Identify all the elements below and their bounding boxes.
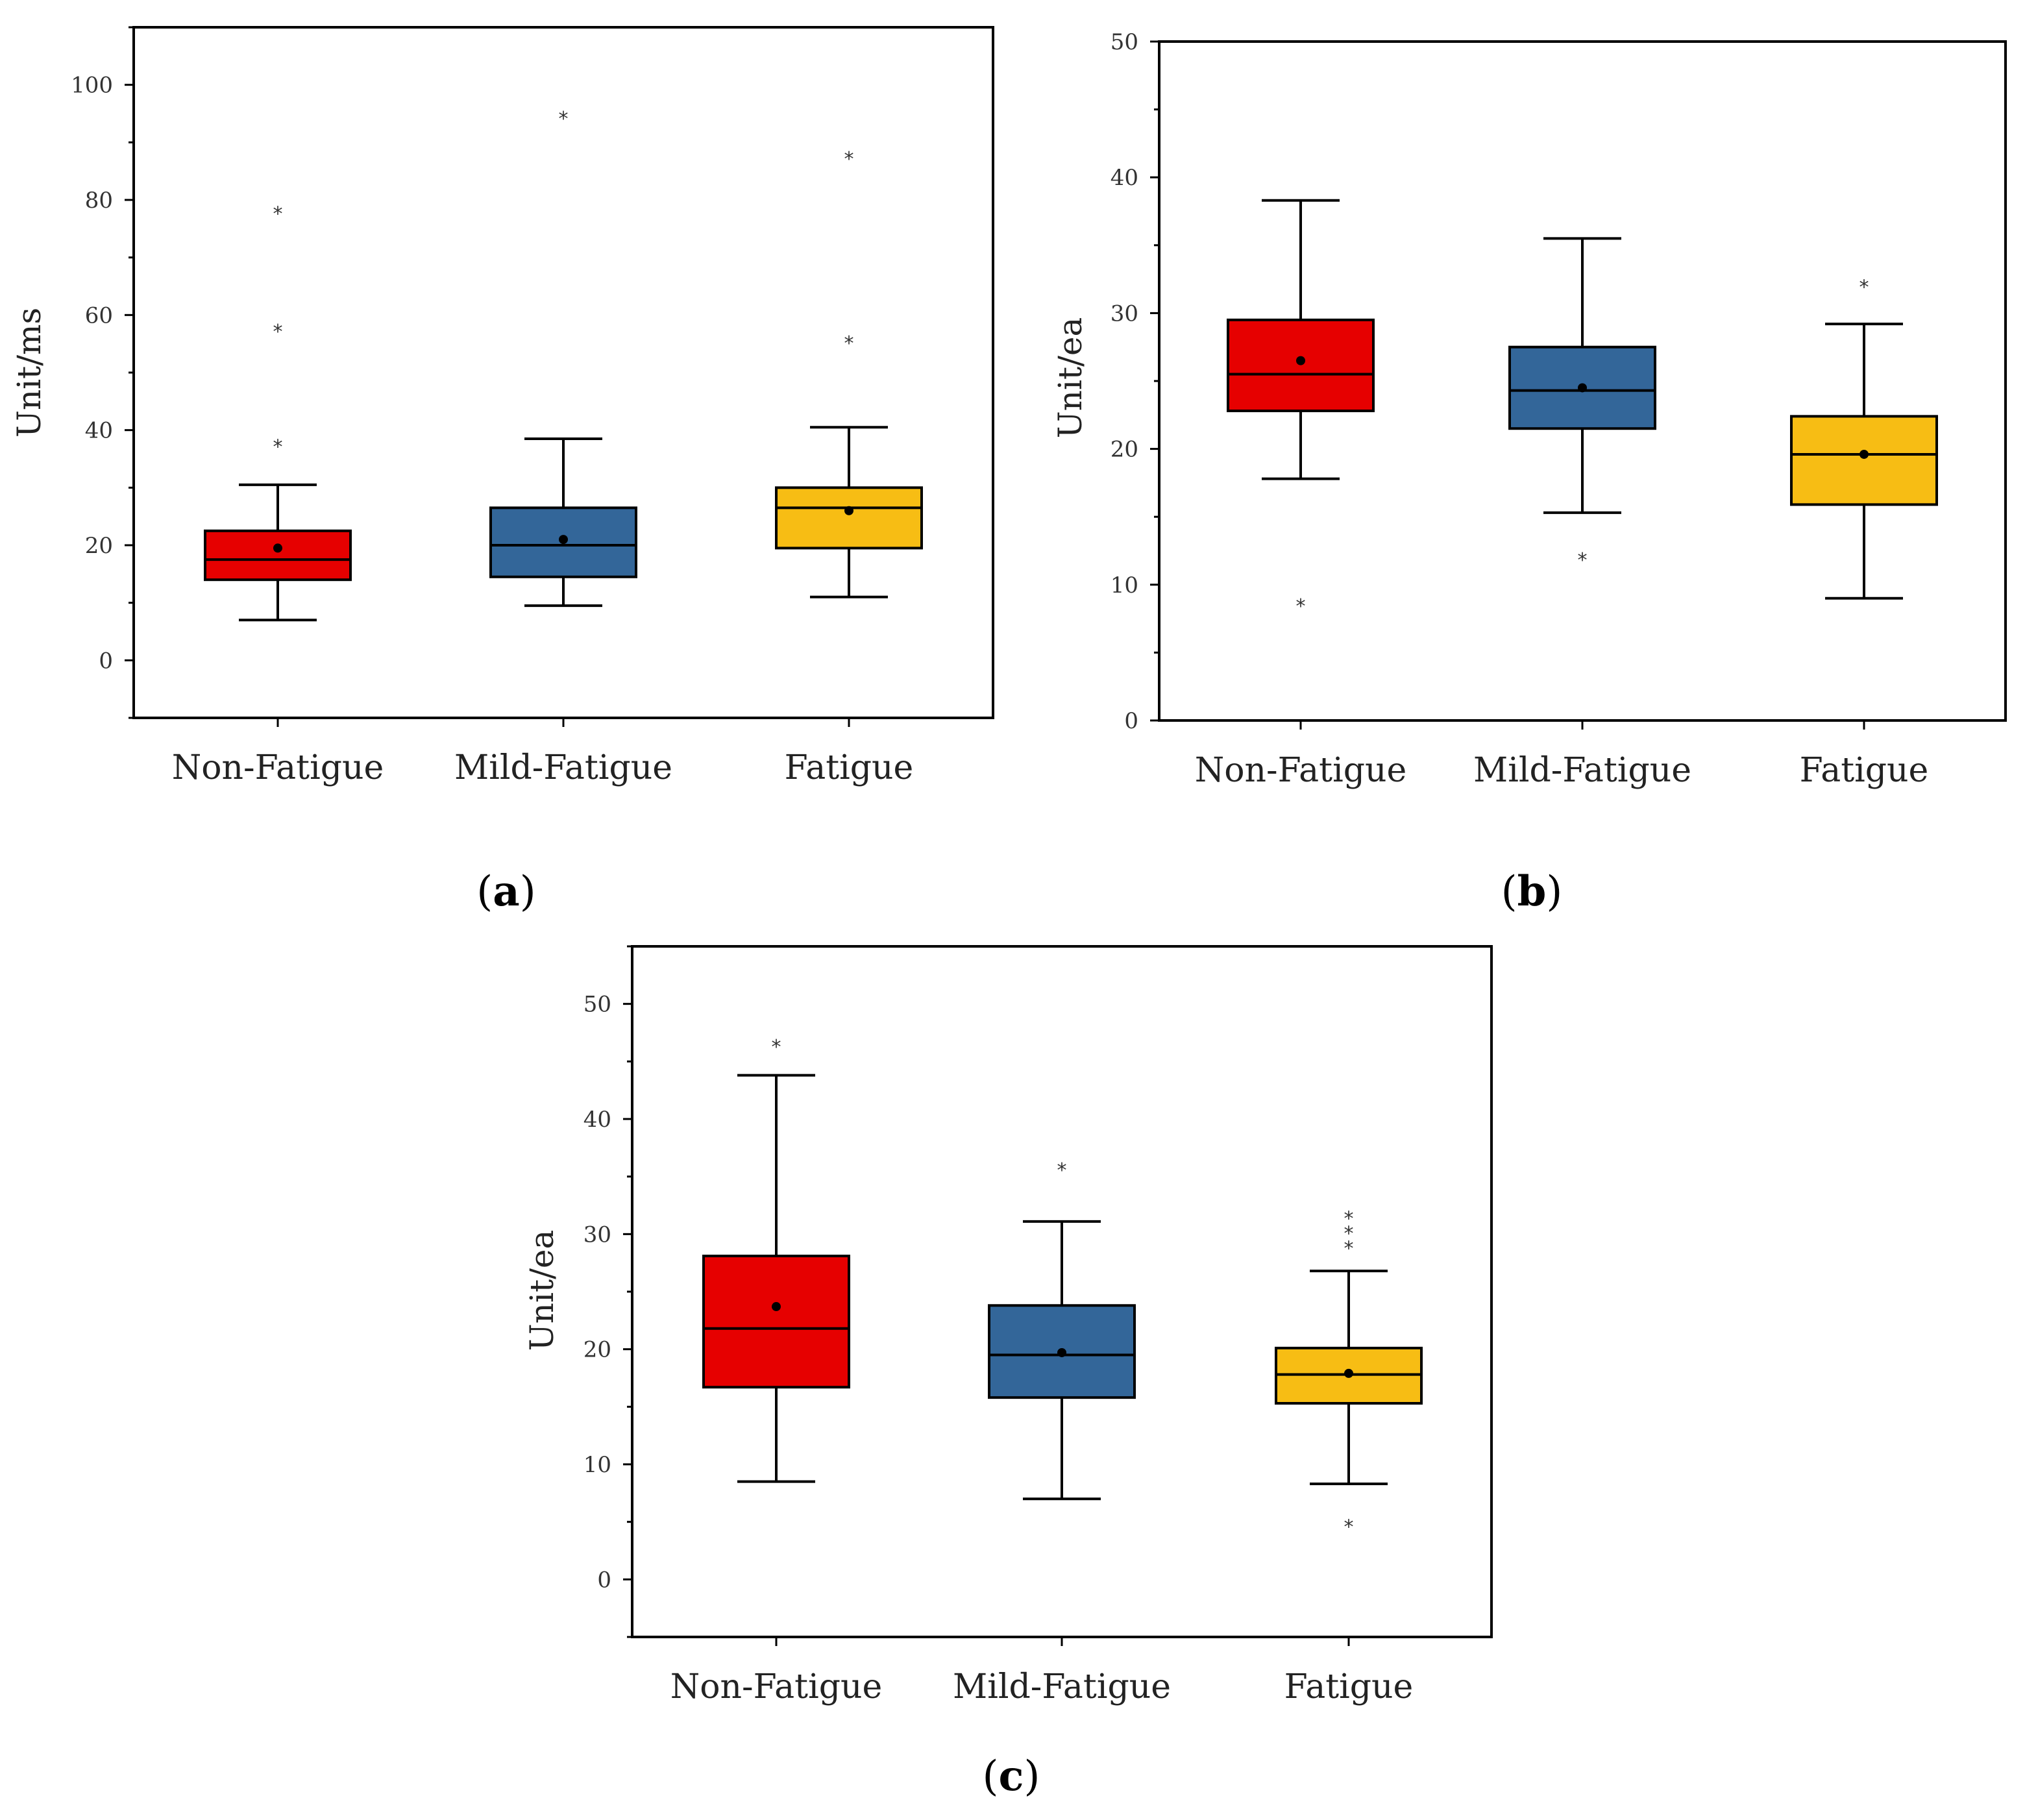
y-tick-label: 50 bbox=[1111, 29, 1138, 55]
outlier-marker: * bbox=[844, 148, 854, 171]
y-tick-label: 30 bbox=[1111, 301, 1138, 326]
x-tick-label: Fatigue bbox=[1284, 1667, 1414, 1706]
mean-marker bbox=[844, 506, 853, 515]
box-iqr bbox=[1227, 318, 1375, 413]
outlier-marker: * bbox=[844, 332, 854, 355]
x-tick-label: Non-Fatigue bbox=[670, 1667, 883, 1706]
y-axis-label: Unit/ms bbox=[10, 308, 48, 437]
box-group-non-fatigue: * bbox=[702, 1036, 850, 1483]
mean-marker bbox=[1859, 449, 1869, 459]
panel-letter: (c) bbox=[983, 1752, 1040, 1801]
chart-panel-b: 0 10 20 30 40 50 Unit/ea Non-Fatigue Mild-Fatigu… bbox=[1051, 29, 2007, 916]
outlier-marker: * bbox=[273, 321, 283, 343]
plot-frame bbox=[132, 26, 994, 719]
outlier-marker: * bbox=[1057, 1159, 1067, 1182]
y-axis-label: Unit/ea bbox=[1051, 317, 1089, 439]
y-tick-label: 0 bbox=[99, 648, 113, 674]
box-group-non-fatigue: * bbox=[1227, 199, 1375, 618]
mean-marker bbox=[1057, 1347, 1066, 1357]
box-group-fatigue: **** bbox=[1275, 1207, 1423, 1539]
y-tick-label: 0 bbox=[597, 1567, 611, 1593]
x-tick-label: Non-Fatigue bbox=[1195, 751, 1407, 790]
panel-letter: (b) bbox=[1501, 867, 1563, 916]
mean-marker bbox=[559, 535, 568, 545]
y-tick-label: 20 bbox=[85, 533, 113, 559]
outlier-marker: * bbox=[1296, 595, 1306, 618]
y-tick-label: 30 bbox=[583, 1222, 611, 1248]
outlier-marker: * bbox=[273, 436, 283, 458]
mean-marker bbox=[1296, 356, 1305, 365]
chart-panel-a: 0 20 40 60 80 100 Unit/ms Non-Fatigue Mild-Fatig… bbox=[10, 26, 994, 916]
panel-letter: (a) bbox=[476, 867, 535, 916]
x-tick-label: Mild-Fatigue bbox=[953, 1667, 1171, 1706]
chart-panel-c: 0 10 20 30 40 50 Unit/ea Non-Fatigue Mild-Fatigu… bbox=[523, 945, 1493, 1801]
x-tick-label: Non-Fatigue bbox=[172, 748, 384, 787]
box-group-fatigue: * bbox=[1790, 276, 1938, 600]
box-group-mild-fatigue: * bbox=[1508, 237, 1656, 572]
box-iqr bbox=[702, 1255, 850, 1389]
y-tick-label: 40 bbox=[583, 1107, 611, 1133]
outlier-marker: * bbox=[772, 1036, 781, 1059]
x-tick-label: Fatigue bbox=[785, 748, 914, 787]
y-tick-label: 40 bbox=[1111, 165, 1138, 191]
outlier-marker: * bbox=[1344, 1207, 1354, 1230]
box-group-mild-fatigue: * bbox=[489, 108, 637, 608]
x-tick-label: Mild-Fatigue bbox=[1473, 751, 1691, 790]
box-group-mild-fatigue: * bbox=[988, 1159, 1136, 1501]
outlier-marker: * bbox=[1344, 1516, 1354, 1539]
box-group-non-fatigue: * * * bbox=[204, 203, 352, 622]
y-tick-label: 50 bbox=[583, 992, 611, 1018]
outlier-marker: * bbox=[1344, 1222, 1354, 1245]
mean-marker bbox=[273, 543, 282, 553]
outlier-marker: * bbox=[1859, 276, 1869, 299]
y-tick-label: 10 bbox=[583, 1452, 611, 1478]
y-tick-label: 80 bbox=[85, 188, 113, 214]
outlier-marker: * bbox=[273, 203, 283, 225]
y-tick-label: 20 bbox=[1111, 437, 1138, 463]
x-tick-label: Mild-Fatigue bbox=[454, 748, 672, 787]
mean-marker bbox=[1344, 1368, 1353, 1378]
y-tick-label: 10 bbox=[1111, 572, 1138, 598]
y-tick-label: 20 bbox=[583, 1337, 611, 1363]
outlier-marker: * bbox=[1578, 549, 1588, 572]
box-iqr bbox=[775, 486, 923, 550]
x-tick-label: Fatigue bbox=[1800, 751, 1929, 790]
y-tick-label: 40 bbox=[85, 418, 113, 444]
box-iqr bbox=[1790, 415, 1938, 506]
outlier-marker: * bbox=[1344, 1238, 1354, 1260]
y-axis-label: Unit/ea bbox=[523, 1230, 561, 1351]
mean-marker bbox=[1578, 383, 1587, 393]
y-tick-label: 0 bbox=[1124, 708, 1138, 734]
mean-marker bbox=[772, 1302, 781, 1312]
y-tick-label: 100 bbox=[71, 73, 113, 99]
box-iqr bbox=[204, 529, 352, 582]
outlier-marker: * bbox=[559, 108, 569, 130]
y-tick-label: 60 bbox=[85, 302, 113, 328]
box-group-fatigue: ** bbox=[775, 148, 923, 598]
